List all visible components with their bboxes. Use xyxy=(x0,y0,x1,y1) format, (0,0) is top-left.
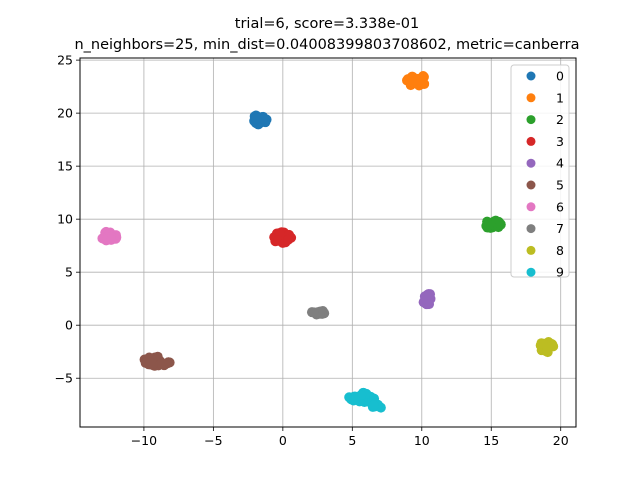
x-tick-label: 15 xyxy=(483,433,499,448)
data-point-cluster-3 xyxy=(273,235,284,246)
legend-label-9: 9 xyxy=(556,265,564,280)
x-tick-label: 0 xyxy=(279,433,287,448)
legend-marker-5 xyxy=(526,180,536,190)
legend-label-0: 0 xyxy=(556,69,564,84)
y-tick-label: 0 xyxy=(65,318,73,333)
chart-title-line-2: n_neighbors=25, min_dist=0.0400839980370… xyxy=(74,37,579,53)
legend-label-7: 7 xyxy=(556,221,564,236)
data-point-cluster-5 xyxy=(156,358,167,369)
y-tick-label: 20 xyxy=(57,106,73,121)
legend-marker-9 xyxy=(526,267,536,277)
data-point-cluster-1 xyxy=(407,77,418,88)
data-point-cluster-0 xyxy=(251,113,262,124)
y-tick-label: −5 xyxy=(55,371,73,386)
data-point-cluster-4 xyxy=(423,289,434,300)
legend-marker-3 xyxy=(526,136,536,146)
x-tick-label: 20 xyxy=(553,433,569,448)
legend-marker-8 xyxy=(526,245,536,255)
x-tick-label: 10 xyxy=(414,433,430,448)
data-point-cluster-3 xyxy=(283,234,294,245)
y-tick-label: 15 xyxy=(57,159,73,174)
legend-marker-0 xyxy=(526,71,536,81)
y-tick-label: 10 xyxy=(57,212,73,227)
legend-marker-7 xyxy=(526,224,536,234)
legend-label-5: 5 xyxy=(556,178,564,193)
legend-label-1: 1 xyxy=(556,90,564,105)
legend-marker-1 xyxy=(526,93,536,103)
data-point-cluster-2 xyxy=(495,219,506,230)
x-tick-label: −10 xyxy=(131,433,157,448)
y-tick-label: 5 xyxy=(65,265,73,280)
x-tick-label: −5 xyxy=(204,433,222,448)
data-point-cluster-7 xyxy=(308,307,319,318)
legend-marker-4 xyxy=(526,158,536,168)
legend-marker-2 xyxy=(526,115,536,125)
legend-label-8: 8 xyxy=(556,243,564,258)
plot-frame xyxy=(79,57,577,428)
data-point-cluster-5 xyxy=(145,357,156,368)
legend-label-4: 4 xyxy=(556,156,564,171)
data-point-cluster-6 xyxy=(106,234,117,245)
data-point-cluster-8 xyxy=(542,342,553,353)
legend-box xyxy=(510,64,570,278)
legend-marker-6 xyxy=(526,202,536,212)
chart-title-line-1: trial=6, score=3.338e-01 xyxy=(235,16,419,32)
data-point-cluster-9 xyxy=(349,394,360,405)
legend-label-6: 6 xyxy=(556,199,564,214)
y-tick-label: 25 xyxy=(57,53,73,68)
data-point-cluster-9 xyxy=(368,400,379,411)
legend: 0 1 2 3 4 5 6 7 8 9 xyxy=(510,64,570,280)
legend-label-2: 2 xyxy=(556,112,564,127)
legend-label-3: 3 xyxy=(556,134,564,149)
data-points xyxy=(97,71,559,413)
x-tick-label: 5 xyxy=(348,433,356,448)
